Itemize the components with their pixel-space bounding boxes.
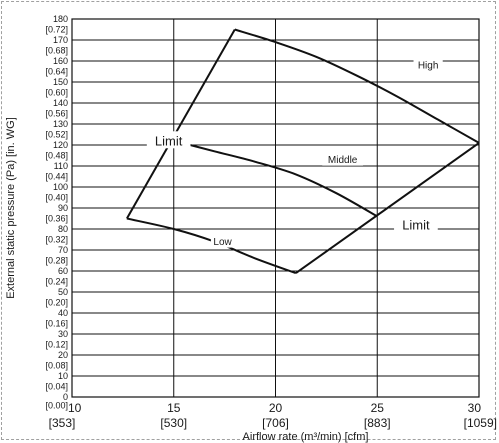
y-tick-label: [0.40]: [45, 193, 68, 203]
y-tick-label: 40: [58, 308, 68, 318]
x-tick-label: 15: [167, 401, 181, 415]
annotation-background: [210, 233, 235, 248]
y-tick-label: 180: [53, 14, 68, 24]
annotation-label: Limit: [402, 217, 430, 232]
x-tick-label: 25: [371, 401, 385, 415]
y-tick-label: [0.56]: [45, 109, 68, 119]
y-tick-label: 160: [53, 56, 68, 66]
y-tick-label: 10: [58, 371, 68, 381]
y-tick-label: 90: [58, 203, 68, 213]
x-tick-sublabel: [530]: [160, 416, 187, 430]
annotation-label: Middle: [328, 155, 358, 166]
y-tick-label: 50: [58, 287, 68, 297]
y-tick-label: [0.24]: [45, 277, 68, 287]
x-tick-sublabel: [706]: [262, 416, 289, 430]
y-tick-label: 60: [58, 266, 68, 276]
y-tick-label: 110: [54, 161, 68, 171]
y-tick-label: 20: [58, 350, 68, 360]
series-curve-middle: [173, 139, 378, 218]
annotation-label: Low: [213, 237, 232, 248]
y-tick-label: [0.68]: [45, 46, 68, 56]
x-axis-title: Airflow rate (m³/min) [cfm]: [243, 431, 369, 443]
x-tick-label: 20: [269, 401, 283, 415]
limit-line: [126, 29, 236, 219]
y-tick-label: [0.00]: [45, 400, 68, 410]
limit-line: [295, 142, 480, 274]
annotation-background: [322, 151, 364, 166]
y-axis-title: External static pressure (Pa) [in. WG]: [5, 117, 17, 299]
annotation-label: High: [418, 61, 439, 72]
y-tick-label: 80: [58, 224, 68, 234]
x-tick-sublabel: [353]: [49, 416, 76, 430]
series-curve-high: [234, 28, 480, 144]
y-tick-label: [0.52]: [45, 130, 68, 140]
annotation-background: [146, 131, 191, 149]
y-tick-label: [0.64]: [45, 67, 68, 77]
annotation-background: [394, 215, 438, 233]
y-tick-label: [0.48]: [45, 151, 68, 161]
y-tick-label: [0.36]: [45, 214, 68, 224]
y-tick-label: 70: [58, 245, 68, 255]
x-tick-label: 30: [468, 401, 482, 415]
x-tick-sublabel: [883]: [364, 416, 391, 430]
x-tick-sublabel: [1059]: [464, 416, 497, 430]
y-tick-label: [0.16]: [45, 319, 68, 329]
y-tick-label: [0.08]: [45, 361, 68, 371]
y-tick-label: [0.72]: [45, 25, 68, 35]
y-tick-label: [0.28]: [45, 256, 68, 266]
annotation-background: [413, 57, 443, 72]
y-tick-label: 0: [63, 392, 68, 402]
y-tick-label: [0.32]: [45, 235, 68, 245]
y-tick-label: 30: [58, 329, 68, 339]
y-tick-label: 170: [53, 35, 68, 45]
y-tick-label: 140: [53, 98, 68, 108]
y-tick-label: 150: [53, 77, 68, 87]
y-tick-label: 100: [53, 182, 68, 192]
y-tick-label: [0.60]: [45, 88, 68, 98]
plot-border: [71, 18, 480, 398]
y-tick-label: [0.04]: [45, 382, 68, 392]
y-tick-label: [0.20]: [45, 298, 68, 308]
x-tick-label: 10: [68, 401, 82, 415]
y-tick-label: [0.44]: [45, 172, 68, 182]
annotation-label: Limit: [155, 133, 183, 148]
y-tick-label: 130: [53, 119, 68, 129]
y-tick-label: [0.12]: [45, 340, 68, 350]
y-tick-label: 120: [53, 140, 68, 150]
